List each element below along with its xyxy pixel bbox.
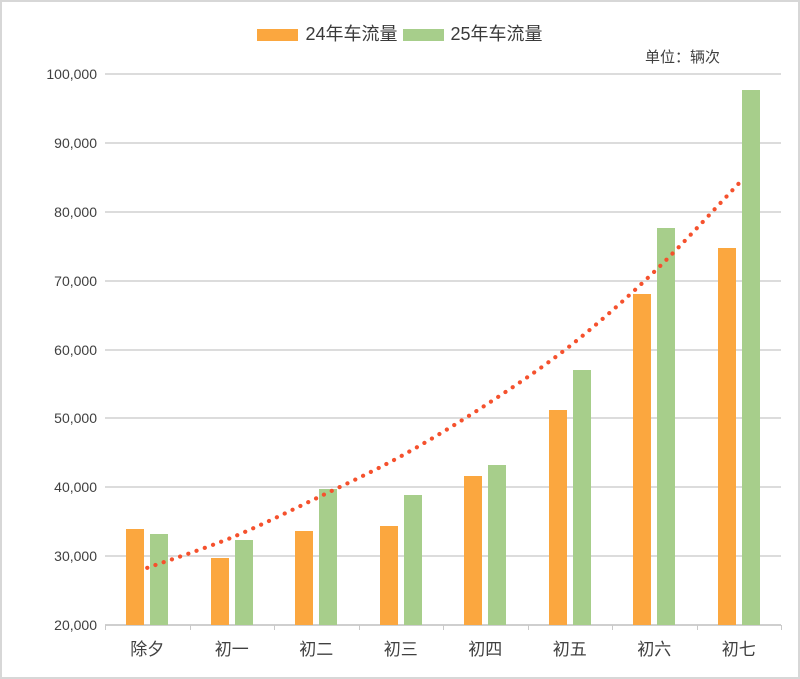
y-axis-label: 60,000 (54, 341, 97, 358)
gridline-50,000 (105, 417, 781, 420)
legend-label-25: 25年车流量 (450, 24, 543, 44)
x-axis-label-初一: 初一 (214, 640, 249, 659)
x-axis-label-初五: 初五 (552, 640, 587, 659)
x-axis-label-初二: 初二 (299, 640, 334, 659)
bar-25年车流量-初五 (572, 370, 591, 625)
y-axis-label: 30,000 (54, 548, 97, 565)
bar-24年车流量-初七 (717, 247, 736, 625)
x-axis-tick (612, 625, 613, 630)
legend-swatch-25-icon (402, 28, 444, 41)
gridline-80,000 (105, 210, 781, 213)
x-axis-tick (358, 625, 360, 630)
bar-24年车流量-初六 (633, 293, 652, 625)
gridline-90,000 (105, 141, 781, 144)
gridline-30,000 (105, 555, 781, 558)
x-axis-tick (781, 625, 782, 630)
y-axis-label: 90,000 (54, 134, 97, 151)
bar-24年车流量-初五 (548, 410, 567, 625)
unit-note: 单位：辆次 (644, 50, 720, 66)
y-axis-label: 70,000 (54, 272, 97, 289)
x-axis-label-初七: 初七 (721, 640, 756, 659)
x-axis-tick (274, 625, 275, 630)
legend-item-25: 25年车流量 (402, 24, 543, 46)
bar-25年车流量-初四 (488, 465, 507, 625)
chart-legend: 24年车流量 25年车流量 (2, 24, 798, 46)
x-axis-tick (527, 625, 529, 630)
gridline-100,000 (105, 73, 781, 75)
bar-24年车流量-初二 (295, 530, 314, 625)
legend-item-24: 24年车流量 (257, 24, 398, 46)
x-axis-label-初三: 初三 (383, 640, 418, 659)
x-axis-label-初四: 初四 (468, 640, 503, 659)
x-axis-tick (189, 625, 191, 630)
bar-24年车流量-初四 (464, 476, 483, 625)
x-axis-tick (105, 625, 106, 630)
x-axis-tick (696, 625, 698, 630)
bar-25年车流量-初三 (403, 494, 422, 625)
y-axis-label: 80,000 (54, 203, 97, 220)
gridline-40,000 (105, 486, 781, 489)
bar-25年车流量-除夕 (150, 534, 169, 625)
y-axis-label: 100,000 (46, 66, 97, 82)
bar-25年车流量-初一 (234, 539, 253, 625)
x-axis-label-初六: 初六 (637, 640, 672, 659)
legend-swatch-24-icon (257, 28, 299, 41)
y-axis-label: 20,000 (54, 617, 97, 633)
bar-25年车流量-初七 (741, 89, 760, 625)
bar-24年车流量-初一 (210, 558, 229, 625)
y-axis-label: 50,000 (54, 410, 97, 427)
bar-25年车流量-初二 (319, 488, 338, 625)
bar-25年车流量-初六 (657, 227, 676, 625)
gridline-60,000 (105, 348, 781, 351)
y-axis-label: 40,000 (54, 479, 97, 496)
bar-24年车流量-除夕 (126, 528, 145, 625)
gridline-70,000 (105, 279, 781, 282)
x-axis-tick (443, 625, 444, 630)
x-axis-label-除夕: 除夕 (130, 640, 165, 659)
bar-24年车流量-初三 (379, 525, 398, 625)
legend-label-24: 24年车流量 (305, 24, 398, 44)
